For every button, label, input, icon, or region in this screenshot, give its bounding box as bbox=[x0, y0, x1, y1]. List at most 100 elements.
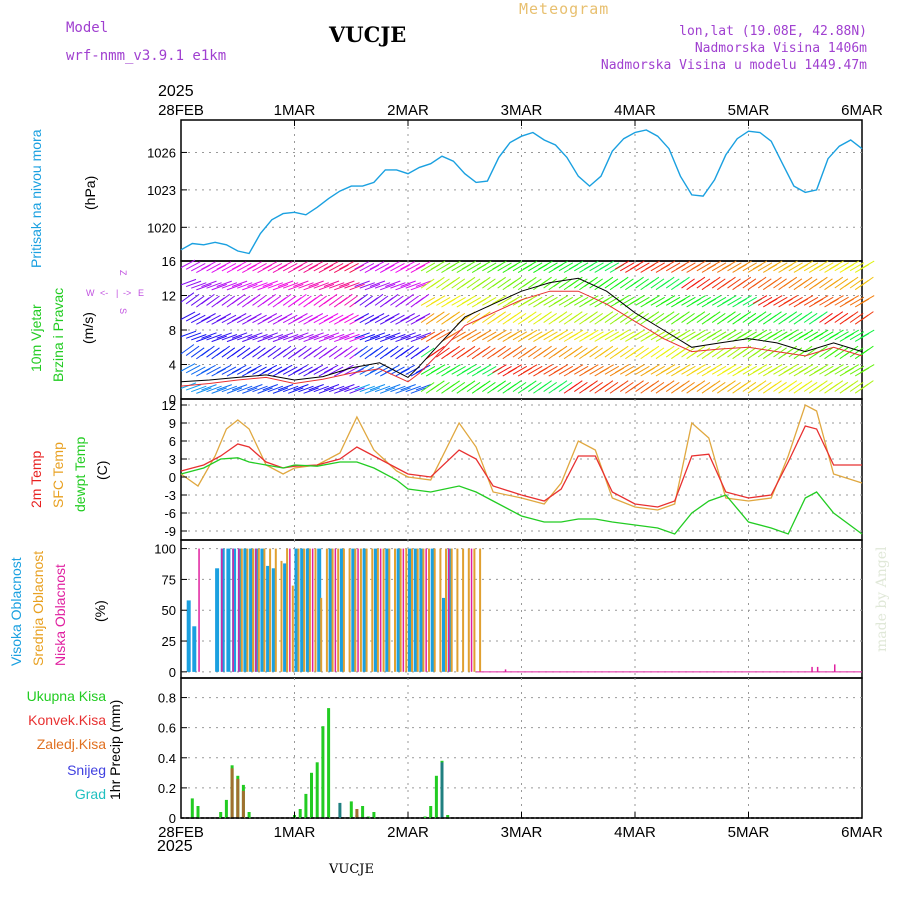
cloud-bar bbox=[337, 548, 340, 672]
wind-barb bbox=[185, 364, 201, 374]
wind-barb bbox=[272, 316, 288, 325]
wind-barb bbox=[267, 282, 284, 289]
wind-barb bbox=[405, 282, 421, 289]
wind-barb bbox=[451, 296, 466, 306]
wind-barb bbox=[645, 345, 660, 356]
wind-barb bbox=[829, 311, 844, 322]
cloud-bar bbox=[232, 548, 234, 672]
wind-barb bbox=[262, 384, 278, 391]
wind-barb bbox=[665, 347, 680, 358]
wind-barb bbox=[180, 344, 195, 355]
precip-y-tick-label: 0.4 bbox=[158, 751, 176, 766]
wind-barb bbox=[803, 296, 819, 306]
wind-barb bbox=[431, 260, 446, 270]
wind-barb bbox=[318, 387, 335, 394]
cloud-bar bbox=[399, 548, 402, 672]
cloud-bar bbox=[294, 548, 299, 672]
wind-barb bbox=[798, 345, 813, 356]
cloud-bar bbox=[243, 548, 248, 672]
wind-barb bbox=[461, 380, 476, 391]
wind-barb bbox=[829, 260, 844, 270]
wind-barb bbox=[691, 260, 706, 270]
x-tick-top-label: 2MAR bbox=[387, 102, 429, 119]
cloud-bar bbox=[419, 548, 424, 672]
wind-barb bbox=[558, 365, 574, 375]
wind-barb bbox=[272, 283, 289, 291]
wind-barb bbox=[706, 295, 722, 305]
wind-y-tick-label: 0 bbox=[169, 392, 176, 407]
wind-barb bbox=[860, 295, 875, 305]
wind-barb bbox=[573, 381, 588, 392]
cloud-bar bbox=[811, 666, 813, 672]
wind-barb bbox=[665, 262, 681, 272]
wind-barb bbox=[814, 380, 828, 391]
wind-barb bbox=[385, 384, 401, 391]
wind-barb bbox=[298, 295, 312, 306]
dir-key-west: W bbox=[86, 288, 95, 298]
wind-barb bbox=[216, 293, 230, 305]
wind-barb bbox=[216, 345, 230, 356]
wind-barb bbox=[436, 296, 451, 306]
wind-barb bbox=[543, 381, 557, 392]
wind-barb bbox=[323, 345, 338, 356]
x-tick-top-label: 4MAR bbox=[614, 102, 656, 119]
wind-barb bbox=[553, 329, 568, 339]
wind-barb bbox=[568, 329, 584, 339]
wind-barb bbox=[211, 368, 227, 377]
wind-barb bbox=[711, 312, 726, 323]
wind-barb bbox=[497, 278, 512, 289]
wind-barb bbox=[247, 261, 262, 270]
wind-barb bbox=[180, 278, 197, 286]
wind-barb bbox=[298, 333, 314, 341]
wind-barb bbox=[201, 293, 215, 305]
wind-barb bbox=[849, 262, 865, 272]
wind-barb bbox=[614, 364, 630, 374]
coords-text: lon,lat (19.08E, 42.88N) bbox=[679, 24, 867, 39]
wind-barb bbox=[604, 381, 619, 392]
wind-barb bbox=[431, 364, 446, 374]
wind-barb bbox=[185, 332, 202, 339]
wind-barb bbox=[374, 333, 391, 341]
precip-y-tick-label: 0.2 bbox=[158, 781, 176, 796]
wind-barb bbox=[405, 333, 421, 341]
cloud-bar bbox=[303, 548, 306, 672]
wind-barb bbox=[619, 312, 634, 323]
wind-barb bbox=[461, 276, 476, 287]
wind-barb bbox=[191, 385, 207, 393]
wind-barb bbox=[814, 364, 829, 374]
wind-barb bbox=[226, 316, 242, 325]
wind-barb bbox=[262, 345, 276, 356]
precip-bar bbox=[361, 806, 365, 818]
wind-barb bbox=[420, 347, 435, 358]
wind-barb bbox=[298, 385, 314, 393]
wind-barb bbox=[476, 345, 491, 356]
wind-barb bbox=[829, 276, 844, 287]
wind-barb bbox=[185, 293, 200, 305]
wind-barb bbox=[584, 311, 598, 322]
wind-barb bbox=[303, 316, 318, 325]
wind-barb bbox=[211, 264, 227, 274]
wind-barb bbox=[420, 331, 436, 341]
cloud-bar bbox=[357, 548, 359, 672]
cloud-bar bbox=[396, 548, 401, 672]
wind-barb bbox=[783, 295, 798, 305]
wind-barb bbox=[614, 345, 629, 356]
x-tick-bottom-label: 4MAR bbox=[614, 824, 656, 841]
wind-barb bbox=[696, 312, 711, 323]
wind-barb bbox=[374, 314, 390, 324]
chart-kind: Meteogram bbox=[519, 0, 610, 18]
wind-barb bbox=[706, 380, 721, 391]
wind-barb bbox=[558, 331, 574, 341]
wind-barb bbox=[834, 296, 849, 306]
wind-barb bbox=[369, 313, 385, 322]
wind-barb bbox=[196, 283, 212, 291]
wind-barb bbox=[604, 312, 619, 323]
wind-barb bbox=[614, 260, 630, 270]
wind-barb bbox=[737, 311, 752, 322]
wind-barb bbox=[676, 276, 690, 287]
wind-barb bbox=[446, 311, 460, 322]
precip-bar bbox=[219, 812, 223, 818]
wind-barb bbox=[522, 329, 538, 339]
wind-barb bbox=[400, 261, 415, 270]
wind-barb bbox=[645, 295, 660, 305]
